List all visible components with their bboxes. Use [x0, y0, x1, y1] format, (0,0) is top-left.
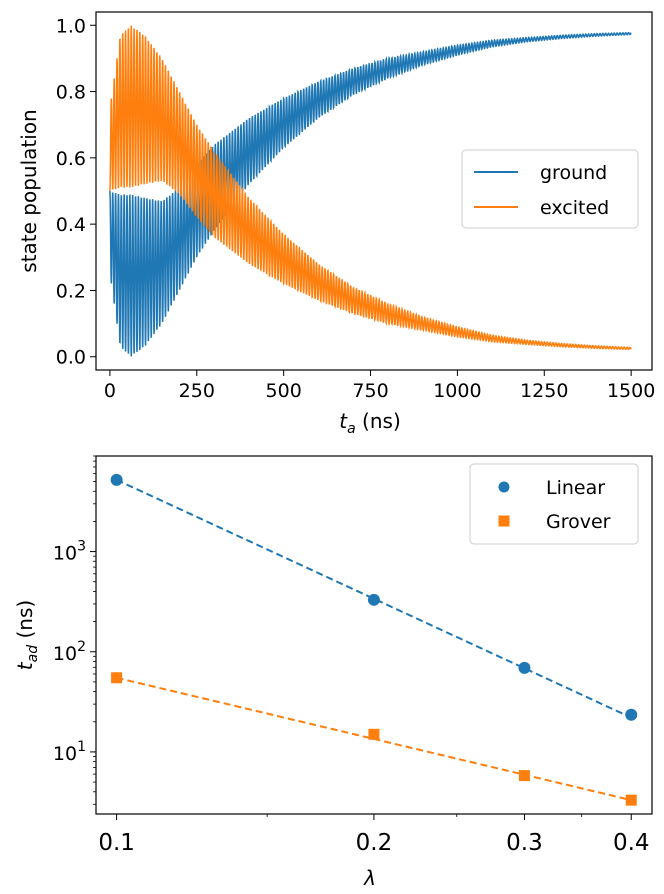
top-chart: 0 250 500 750 1000 1250 1500 0.0 0.2 0.4 0.6 0.8 1.0…: [17, 11, 655, 437]
bottom-x-tick-label: 0.4: [613, 830, 650, 856]
top-legend: ground excited: [461, 149, 639, 229]
bottom-y-tick-label: 101: [53, 739, 86, 765]
top-y-tick-label: 0.2: [56, 280, 86, 302]
top-y-tick-label: 0.0: [56, 347, 86, 369]
series-grover-point: [625, 794, 637, 806]
legend-linear-marker: [498, 481, 510, 493]
legend-grover-marker: [498, 515, 510, 527]
top-y-tick-label: 0.8: [56, 82, 86, 104]
top-x-tick-label: 750: [352, 380, 388, 402]
bottom-chart: 0.1 0.2 0.3 0.4 101 102 103 λ tad (ns) Linear …: [13, 455, 653, 890]
top-x-tick-label: 500: [266, 380, 302, 402]
top-x-tick-label: 1000: [433, 380, 481, 402]
series-grover-point: [111, 672, 123, 684]
top-y-tick-label: 0.6: [56, 148, 86, 170]
legend-excited-label: excited: [540, 197, 609, 219]
series-grover-point: [518, 770, 530, 782]
bottom-plot-frame: [95, 455, 653, 815]
series-linear-point: [518, 661, 531, 674]
series-linear-point: [367, 593, 380, 606]
series-linear-fit-line: [116, 478, 632, 719]
bottom-x-tick-label: 0.3: [506, 830, 543, 856]
bottom-x-tick-label: 0.1: [98, 830, 135, 856]
top-plot-frame: [95, 11, 653, 371]
bottom-legend: Linear Grover: [469, 463, 639, 545]
top-x-label: ta (ns): [339, 409, 401, 437]
bottom-x-label: λ: [363, 866, 376, 890]
top-x-tick-label: 1500: [607, 380, 655, 402]
series-linear-point: [110, 473, 123, 486]
series-linear-point: [625, 708, 638, 721]
top-y-tick-label: 0.4: [56, 214, 86, 236]
series-excited-line: [109, 25, 632, 351]
legend-grover-label: Grover: [546, 511, 611, 533]
bottom-y-tick-label: 102: [53, 639, 86, 665]
legend-linear-label: Linear: [546, 477, 605, 499]
bottom-y-label: tad (ns): [13, 600, 41, 670]
top-x-tick-label: 0: [104, 380, 116, 402]
top-y-tick-label: 1.0: [56, 15, 86, 37]
bottom-x-tick-label: 0.2: [356, 830, 393, 856]
bottom-y-tick-label: 103: [53, 539, 86, 565]
series-grover-point: [368, 728, 380, 740]
top-y-label: state population: [17, 109, 41, 272]
legend-ground-label: ground: [540, 162, 607, 184]
top-x-tick-label: 250: [179, 380, 215, 402]
top-x-tick-label: 1250: [520, 380, 568, 402]
series-ground-line: [109, 31, 632, 357]
